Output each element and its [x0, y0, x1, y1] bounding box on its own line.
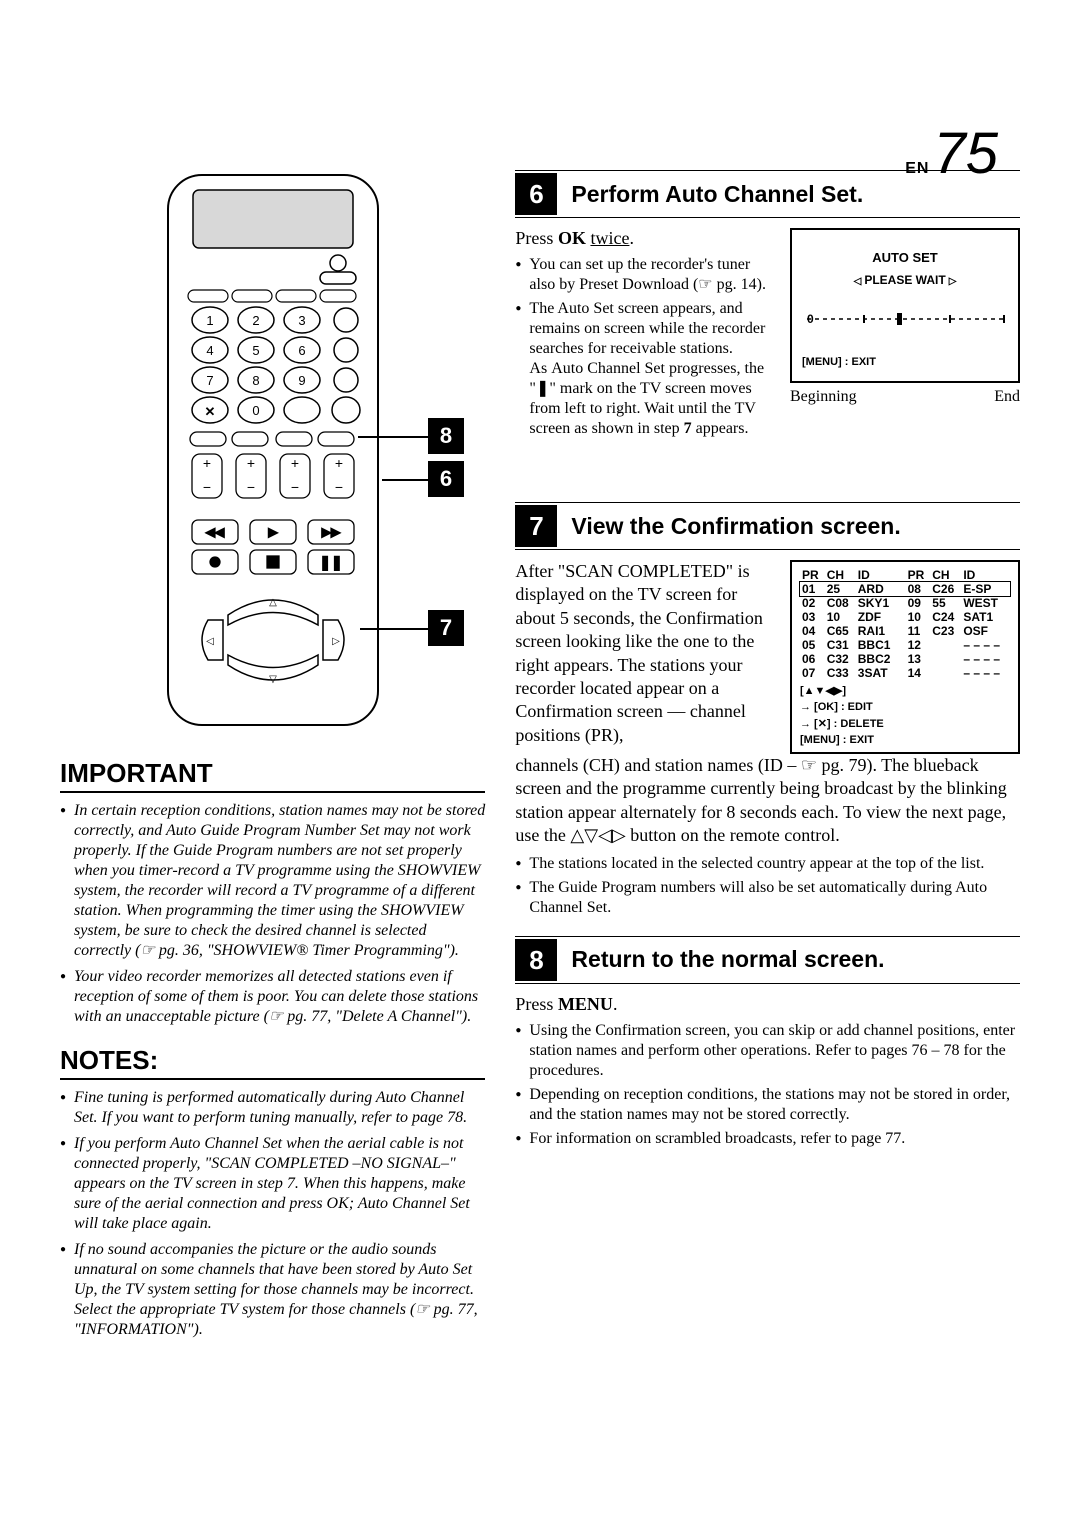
step7-header: 7 View the Confirmation screen.	[515, 502, 1020, 550]
svg-text:0: 0	[807, 312, 814, 326]
page-num-value: 75	[933, 121, 998, 186]
tv-legend-delete: → [✕] : DELETE	[800, 717, 1010, 730]
remote-svg: 1 2 3 4 5 6 7 8 9 ✕ 0	[148, 170, 398, 730]
svg-text:◁: ◁	[206, 636, 214, 647]
svg-text:△: △	[269, 597, 277, 608]
step8-title: Return to the normal screen.	[571, 946, 884, 973]
step6-bullet: The Auto Set screen appears, and remains…	[515, 299, 775, 439]
important-heading: IMPORTANT	[60, 758, 485, 793]
svg-text:9: 9	[298, 373, 305, 388]
notes-item: Fine tuning is performed automatically d…	[60, 1088, 485, 1128]
step6-bullets: You can set up the recorder's tuner also…	[515, 255, 775, 439]
step8-bullet: Using the Confirmation screen, you can s…	[515, 1021, 1020, 1081]
left-column: 8 6 7 1 2 3	[60, 170, 485, 1346]
svg-text:❚❚: ❚❚	[319, 556, 342, 571]
tv-legend-nav: [▲▼◀▶]	[800, 684, 1010, 697]
page-number: EN75	[905, 120, 998, 187]
step8-bullet: For information on scrambled broadcasts,…	[515, 1129, 1020, 1149]
svg-text:✕: ✕	[204, 404, 215, 419]
svg-text:▷: ▷	[332, 636, 340, 647]
confirmation-screen: PRCHIDPRCHID0125ARD08C26E-SP02C08SKY1095…	[790, 560, 1020, 754]
step7-para1: After "SCAN COMPLETED" is displayed on t…	[515, 560, 775, 747]
beginning-label: Beginning	[790, 388, 857, 406]
svg-text:▶: ▶	[268, 525, 278, 539]
callout-6: 6	[428, 461, 464, 497]
end-label: End	[994, 388, 1020, 406]
step8-bullets: Using the Confirmation screen, you can s…	[515, 1021, 1020, 1149]
tv-legend-edit: → [OK] : EDIT	[800, 701, 1010, 713]
notes-heading: NOTES:	[60, 1045, 485, 1080]
svg-text:1: 1	[206, 313, 213, 328]
important-item: In certain reception conditions, station…	[60, 801, 485, 961]
svg-text:6: 6	[298, 343, 305, 358]
svg-text:+: +	[247, 455, 255, 471]
svg-text:+: +	[335, 455, 343, 471]
tv-legend-exit: [MENU] : EXIT	[800, 734, 1010, 746]
svg-text:−: −	[291, 479, 299, 495]
important-list: In certain reception conditions, station…	[60, 801, 485, 1027]
svg-text:5: 5	[252, 343, 259, 358]
svg-text:0: 0	[252, 403, 259, 418]
step8-bullet: Depending on reception conditions, the s…	[515, 1085, 1020, 1125]
callout-7-line	[360, 628, 428, 630]
step7-bullets: The stations located in the selected cou…	[515, 854, 1020, 918]
pleasewait-label: PLEASE WAIT	[864, 273, 945, 287]
remote-control-diagram: 8 6 7 1 2 3	[60, 170, 485, 740]
svg-text:2: 2	[252, 313, 259, 328]
svg-text:4: 4	[206, 343, 213, 358]
step7-bullet: The stations located in the selected cou…	[515, 854, 1020, 874]
step8-press: Press MENU.	[515, 994, 1020, 1015]
step6-title: Perform Auto Channel Set.	[571, 181, 863, 208]
step8-header: 8 Return to the normal screen.	[515, 936, 1020, 984]
autoset-screen: AUTO SET ◁ PLEASE WAIT ▷ 0 [MENU] : EXIT	[790, 228, 1020, 383]
svg-text:8: 8	[252, 373, 259, 388]
svg-text:−: −	[335, 479, 343, 495]
page-prefix: EN	[905, 160, 929, 177]
svg-text:◀◀: ◀◀	[205, 525, 224, 539]
step6-press: Press OK twice.	[515, 228, 775, 249]
notes-item: If you perform Auto Channel Set when the…	[60, 1134, 485, 1234]
callout-6-line	[382, 479, 428, 481]
menu-exit-label: [MENU] : EXIT	[802, 356, 1008, 368]
step8-badge: 8	[515, 939, 557, 981]
callout-7: 7	[428, 610, 464, 646]
svg-text:−: −	[247, 479, 255, 495]
confirmation-table: PRCHIDPRCHID0125ARD08C26E-SP02C08SKY1095…	[800, 568, 1010, 680]
step6-badge: 6	[515, 173, 557, 215]
callout-8-line	[358, 436, 428, 438]
svg-text:▶▶: ▶▶	[321, 525, 340, 539]
step7-para2: channels (CH) and station names (ID – ☞ …	[515, 754, 1020, 848]
step7-bullet: The Guide Program numbers will also be s…	[515, 878, 1020, 918]
svg-text:▽: ▽	[269, 674, 277, 685]
svg-text:−: −	[203, 479, 211, 495]
right-column: 6 Perform Auto Channel Set. AUTO SET ◁ P…	[515, 170, 1020, 1346]
notes-item: If no sound accompanies the picture or t…	[60, 1240, 485, 1340]
notes-list: Fine tuning is performed automatically d…	[60, 1088, 485, 1340]
svg-text:7: 7	[206, 373, 213, 388]
beginning-end-labels: Beginning End	[790, 388, 1020, 406]
important-item: Your video recorder memorizes all detect…	[60, 967, 485, 1027]
step7-badge: 7	[515, 505, 557, 547]
autoset-label: AUTO SET	[802, 250, 1008, 265]
step7-title: View the Confirmation screen.	[571, 513, 900, 540]
svg-text:+: +	[291, 455, 299, 471]
step6-bullet: You can set up the recorder's tuner also…	[515, 255, 775, 295]
callout-8: 8	[428, 418, 464, 454]
progress-bar: 0	[802, 309, 1012, 329]
svg-text:+: +	[203, 455, 211, 471]
svg-text:3: 3	[298, 313, 305, 328]
